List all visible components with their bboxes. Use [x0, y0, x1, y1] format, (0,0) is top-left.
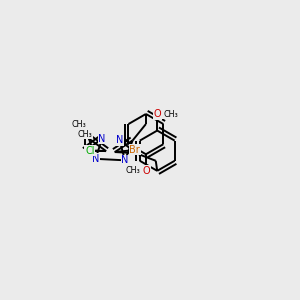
- Text: CH₃: CH₃: [72, 120, 86, 129]
- Text: CH₃: CH₃: [78, 130, 92, 139]
- Text: N: N: [98, 134, 106, 144]
- Text: Br: Br: [129, 145, 140, 155]
- Text: CH₃: CH₃: [163, 110, 178, 118]
- Text: N: N: [116, 135, 123, 145]
- Text: N: N: [121, 155, 129, 165]
- Text: N: N: [92, 154, 99, 164]
- Text: CH₃: CH₃: [125, 166, 140, 175]
- Text: O: O: [153, 109, 161, 119]
- Text: Cl: Cl: [85, 146, 95, 155]
- Text: O: O: [142, 166, 150, 176]
